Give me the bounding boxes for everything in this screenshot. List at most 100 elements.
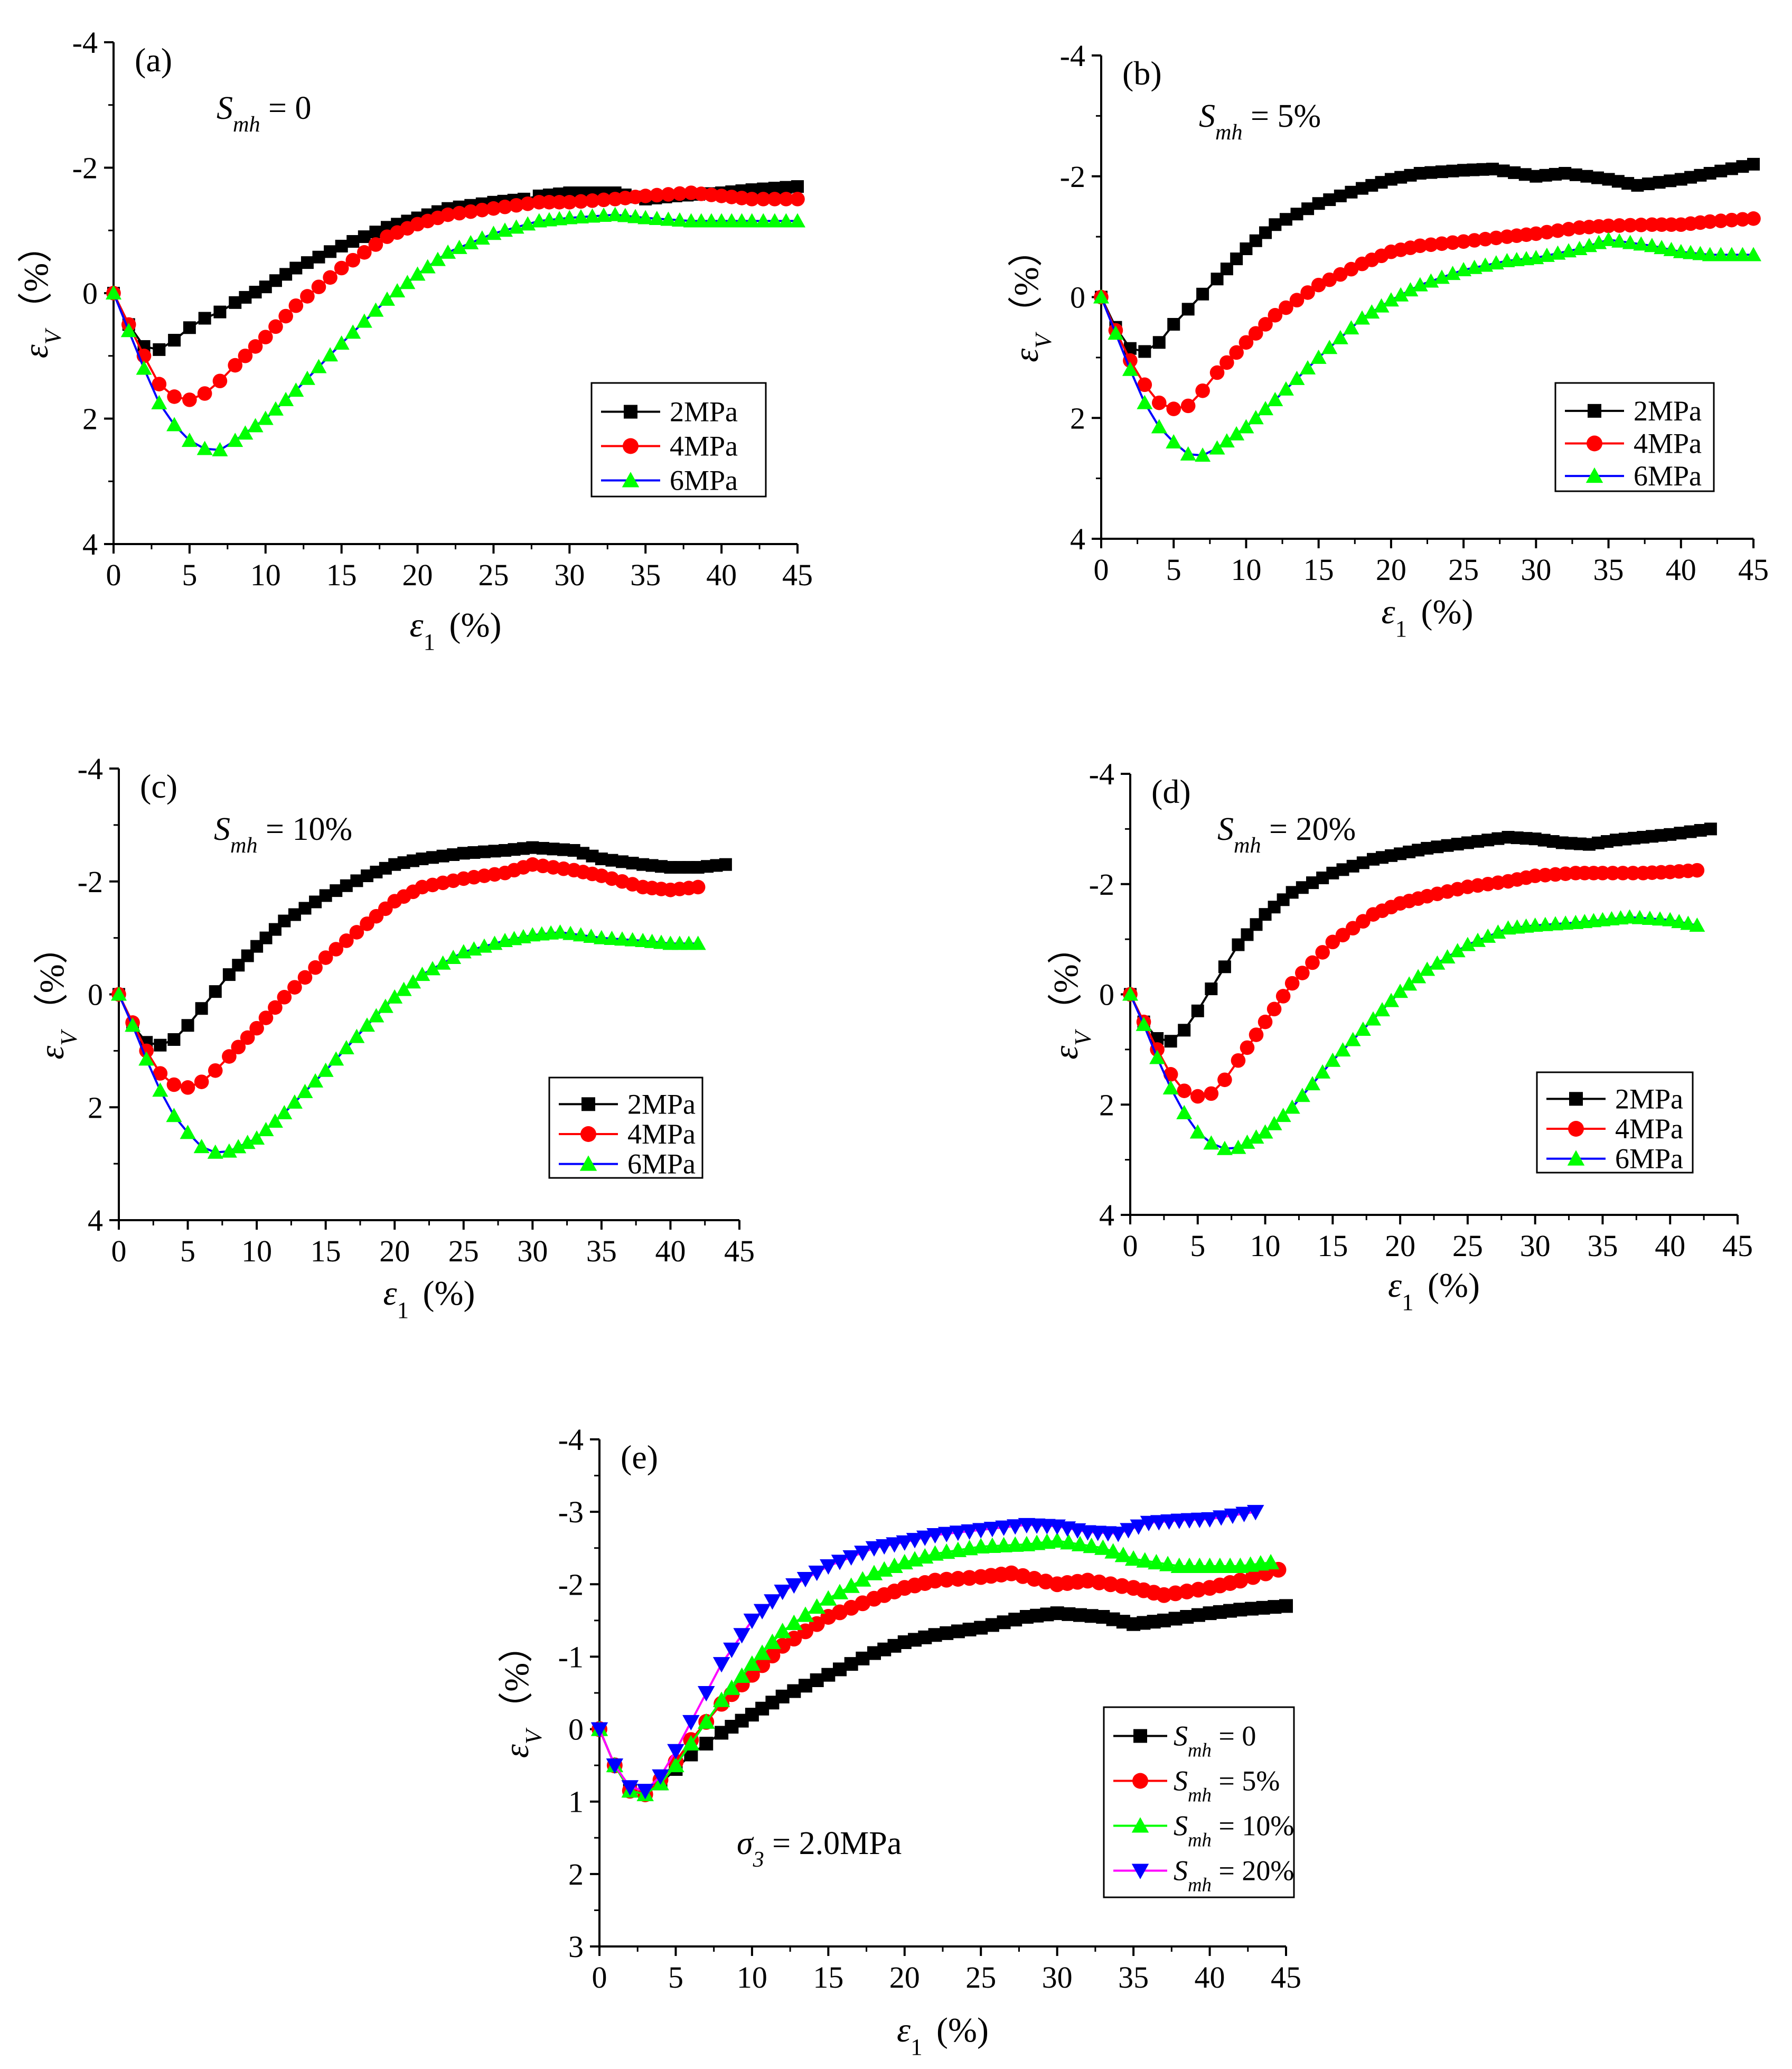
- x-tick-label: 30: [1042, 1960, 1073, 1995]
- data-point: [1402, 282, 1419, 297]
- x-tick-label: 45: [724, 1234, 755, 1268]
- data-point: [1008, 1613, 1022, 1627]
- data-point: [1654, 240, 1670, 255]
- legend-label: 2MPa: [1615, 1083, 1683, 1115]
- data-point: [1652, 911, 1668, 926]
- data-point: [333, 335, 350, 350]
- data-point: [820, 1590, 837, 1606]
- data-point: [1166, 434, 1182, 448]
- data-point: [249, 1130, 265, 1145]
- data-point: [531, 195, 547, 210]
- data-point: [937, 1527, 955, 1542]
- y-tick-label: 4: [82, 527, 98, 561]
- data-point: [1195, 447, 1211, 462]
- data-point: [1323, 193, 1336, 207]
- y-axis-title-part: （%）: [17, 228, 55, 327]
- data-point: [1249, 1027, 1264, 1042]
- data-point: [1262, 1553, 1280, 1570]
- data-point: [183, 321, 196, 334]
- x-tick-label: 0: [592, 1960, 607, 1995]
- data-point: [1714, 164, 1728, 177]
- data-point: [166, 1077, 182, 1092]
- data-point: [1413, 167, 1427, 180]
- data-point: [1151, 419, 1167, 434]
- x-tick-label: 45: [1722, 1229, 1753, 1263]
- x-axis-title-part: ε: [897, 2011, 911, 2049]
- series-6mpa: [106, 207, 805, 456]
- legend-label-part: mh: [1188, 1784, 1212, 1805]
- data-point: [1615, 866, 1630, 881]
- data-point: [1284, 1099, 1300, 1114]
- data-point: [1605, 866, 1620, 881]
- data-point: [1120, 1523, 1137, 1539]
- data-point: [357, 245, 372, 260]
- data-point: [249, 1021, 264, 1036]
- data-point: [307, 1073, 324, 1088]
- data-point: [356, 313, 372, 328]
- data-point: [583, 928, 599, 943]
- annotation-part: mh: [230, 833, 258, 858]
- data-point: [1218, 433, 1235, 448]
- data-point: [268, 319, 283, 334]
- series-s-mh-20-: [590, 1505, 1264, 1800]
- data-point: [755, 213, 772, 228]
- data-point: [723, 1642, 740, 1658]
- legend-label: Smh = 0: [1174, 1720, 1256, 1761]
- data-point: [667, 1756, 684, 1773]
- data-point: [288, 382, 304, 397]
- data-point: [584, 208, 601, 223]
- y-axis-title-group: εV（%）: [498, 1628, 547, 1758]
- x-axis-title-part: (%): [414, 1274, 475, 1313]
- data-point: [209, 985, 222, 998]
- series-2mpa: [1124, 822, 1717, 1048]
- data-point: [278, 308, 293, 324]
- legend-label: 4MPa: [1615, 1113, 1683, 1145]
- data-point: [724, 213, 740, 228]
- data-point: [627, 209, 644, 223]
- y-tick-label: -2: [558, 1567, 584, 1602]
- y-axis-title-group: εV（%）: [33, 929, 82, 1059]
- data-point: [1136, 1552, 1154, 1568]
- data-point: [267, 1113, 283, 1128]
- data-point: [1456, 234, 1471, 249]
- data-point: [1601, 218, 1616, 233]
- x-axis-title-part: ε: [410, 606, 424, 644]
- legend-marker: [1131, 1864, 1149, 1879]
- data-point: [1325, 1052, 1341, 1067]
- data-point: [334, 260, 349, 276]
- annotation: Smh = 20%: [1217, 811, 1356, 858]
- y-axis-title-part: （%）: [33, 929, 71, 1028]
- data-point: [359, 1017, 375, 1032]
- data-point: [719, 858, 732, 871]
- data-point: [624, 932, 641, 947]
- data-point: [562, 925, 579, 940]
- data-point: [1209, 365, 1225, 380]
- annotation-part: S: [1199, 98, 1215, 134]
- annotation-part: = 5%: [1243, 98, 1321, 134]
- data-point: [808, 1566, 825, 1581]
- annotation-part: = 10%: [258, 811, 353, 847]
- data-point: [463, 204, 479, 219]
- data-point: [1354, 310, 1370, 325]
- legend-marker: [579, 1155, 597, 1171]
- data-point: [682, 1735, 700, 1750]
- data-point: [798, 1623, 813, 1640]
- x-axis-title-part: 1: [1402, 1289, 1413, 1315]
- annotation-part: = 2.0MPa: [764, 1825, 902, 1861]
- series-4mpa: [1123, 863, 1705, 1104]
- data-point: [614, 931, 631, 946]
- data-point: [125, 1017, 141, 1032]
- data-point: [301, 256, 314, 269]
- data-point: [780, 181, 793, 194]
- y-tick-label: 2: [82, 402, 98, 436]
- data-point: [1190, 1089, 1205, 1104]
- data-point: [734, 213, 750, 228]
- panel-c: 0 5 10 15 20 25 30 35 40 45 -4 -2 0 2 4 (c) Smh = 10% ε1 …: [33, 752, 755, 1323]
- data-point: [785, 1578, 803, 1594]
- data-point: [661, 187, 676, 202]
- data-point: [785, 1614, 803, 1630]
- data-point: [1480, 928, 1496, 943]
- data-point: [1305, 955, 1320, 970]
- data-point: [786, 1631, 802, 1647]
